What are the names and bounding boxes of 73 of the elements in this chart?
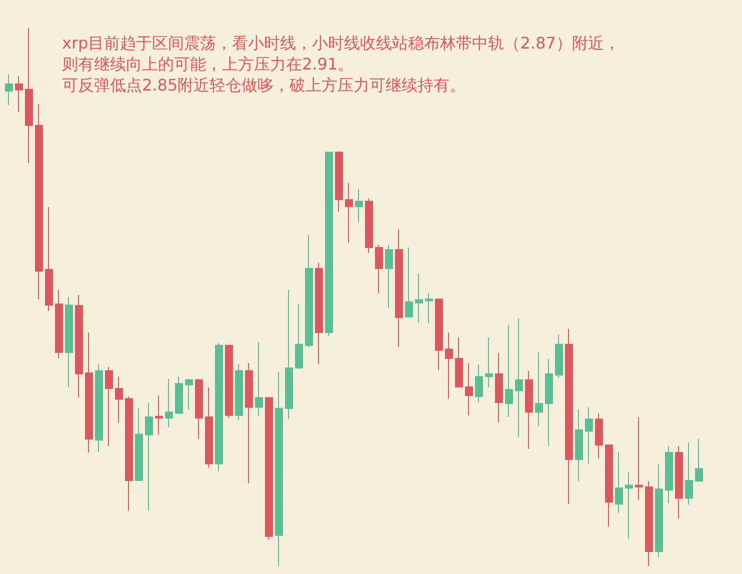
- candlestick: [285, 290, 293, 420]
- candlestick: [15, 76, 23, 112]
- candlestick: [345, 182, 353, 244]
- candlestick: [365, 198, 373, 254]
- candlestick: [495, 352, 503, 423]
- candlestick: [355, 188, 363, 223]
- candlestick: [45, 206, 53, 312]
- candlestick: [5, 74, 13, 106]
- candlestick: [635, 416, 643, 500]
- candlestick: [315, 262, 323, 365]
- candlestick: [655, 464, 663, 558]
- candlestick: [255, 342, 263, 417]
- annotation: xrp目前趋于区间震荡，看小时线，小时线收线站稳布林带中轨（2.87）附近，: [62, 34, 620, 52]
- candlestick: [205, 386, 213, 468]
- candlestick: [615, 451, 623, 514]
- candlestick: [395, 228, 403, 348]
- candlestick: [275, 371, 283, 566]
- candlestick: [555, 334, 563, 378]
- candlestick: [665, 446, 673, 504]
- candlestick: [125, 396, 133, 512]
- candlestick: [265, 397, 273, 540]
- candlestick: [515, 318, 523, 438]
- candlestick: [165, 378, 173, 428]
- candlestick: [375, 244, 383, 294]
- candlestick: [245, 362, 253, 484]
- candlestick: [535, 352, 543, 427]
- candlestick: [595, 412, 603, 459]
- annotation: 可反弹低点2.85附近轻仓做哆，破上方压力可继续持有。: [62, 76, 466, 94]
- candlestick: [685, 442, 693, 506]
- candlestick: [185, 378, 193, 410]
- candlestick: [145, 402, 153, 512]
- candlestick: [425, 292, 433, 324]
- candlestick: [55, 290, 63, 359]
- candlestick: [585, 406, 593, 464]
- candlestick: [155, 394, 163, 436]
- candlestick: [545, 358, 553, 447]
- candlestick: [485, 336, 493, 388]
- candlestick: [465, 362, 473, 416]
- candlestick: [605, 444, 613, 528]
- candlestick: [325, 152, 333, 337]
- candlestick: [105, 366, 113, 447]
- candlestick: [295, 303, 303, 369]
- candlestick: [85, 332, 93, 453]
- candlestick: [415, 272, 423, 324]
- candlestick: [35, 103, 43, 300]
- candlestick: [565, 328, 573, 505]
- candlestick: [215, 342, 223, 472]
- candlestick: [645, 480, 653, 566]
- candlestick: [695, 438, 703, 482]
- candlestick: [65, 296, 73, 388]
- candlestick: [305, 234, 313, 348]
- candlestick: [435, 298, 443, 371]
- candlestick: [335, 150, 343, 212]
- candlestick: [575, 408, 583, 482]
- candlestick: [175, 376, 183, 414]
- candlestick: [195, 378, 203, 440]
- candlestick: [455, 336, 463, 388]
- candlestick: [675, 446, 683, 520]
- candlestick: [135, 408, 143, 482]
- candlestick: [95, 364, 103, 452]
- candlestick: [475, 364, 483, 403]
- candlestick: [25, 28, 33, 164]
- candlestick: [235, 364, 243, 421]
- annotation: 则有继续向上的可能，上方压力在2.91。: [62, 54, 354, 74]
- candlestick: [445, 332, 453, 400]
- candlestick: [225, 344, 233, 419]
- candlestick: [505, 325, 513, 418]
- candlestick: [525, 370, 533, 450]
- candlestick: [115, 376, 123, 424]
- candlestick: [75, 294, 83, 398]
- candlestick: [385, 244, 393, 308]
- candlestick: [405, 247, 413, 318]
- candlestick: [625, 472, 633, 540]
